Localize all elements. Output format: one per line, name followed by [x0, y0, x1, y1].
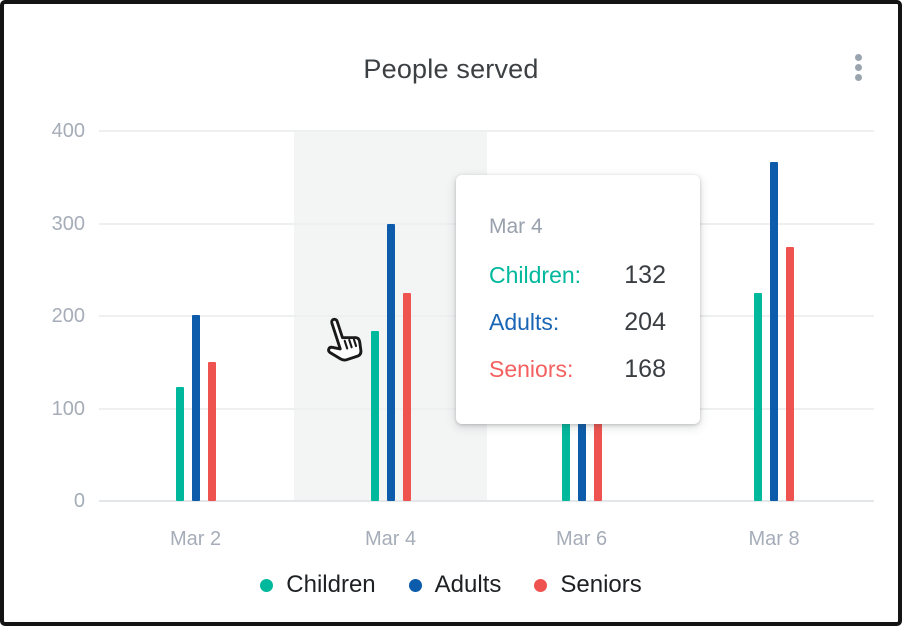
y-axis-label-100: 100: [51, 397, 85, 420]
bar-adults-mar-6[interactable]: [577, 362, 586, 501]
tooltip-rows: Children: 132 Adults: 204 Seniors: 168: [489, 255, 666, 389]
tooltip-row-label: Adults:: [489, 308, 560, 335]
bar-adults-mar-8[interactable]: [770, 161, 778, 501]
x-axis-label-mar-2: Mar 2: [169, 528, 222, 550]
legend-item-children[interactable]: Children: [260, 571, 376, 599]
bar-adults-mar-2[interactable]: [191, 315, 200, 501]
bar-seniors-mar-2[interactable]: [207, 362, 216, 501]
tooltip-row-label: Children:: [489, 261, 582, 288]
kebab-menu-icon: [854, 53, 862, 61]
tooltip-row-1: Adults: 204: [489, 302, 666, 342]
kebab-menu-button[interactable]: [844, 46, 872, 88]
plot-area: Mar 8 Mar 6 Mar 4 Mar 2 400 300 200 100 0 Mar 4 …: [4, 4, 898, 622]
legend-label: Seniors: [560, 571, 642, 598]
x-axis-label-mar-6: Mar 6: [555, 528, 608, 550]
x-axis-label-mar-4: Mar 4: [364, 528, 417, 550]
tooltip-row-2: Seniors: 168: [489, 349, 666, 389]
bar-children-mar-4[interactable]: [370, 330, 379, 501]
legend-dot-seniors: [534, 578, 548, 592]
bar-children-mar-8[interactable]: [754, 292, 762, 501]
tooltip-row-value: 204: [624, 307, 666, 336]
y-axis-label-200: 200: [51, 305, 85, 327]
legend-dot-adults: [408, 578, 422, 592]
bar-seniors-mar-6[interactable]: [593, 362, 602, 501]
chart-tooltip: Mar 4 Children: 132 Adults: 204 Seniors:…: [456, 175, 700, 424]
y-axis-label-300: 300: [51, 212, 85, 235]
y-axis-label-400: 400: [51, 120, 85, 142]
tooltip-row-0: Children: 132: [489, 255, 666, 295]
tooltip-row-label: Seniors:: [489, 355, 574, 382]
bar-children-mar-2[interactable]: [175, 387, 184, 501]
legend-item-seniors[interactable]: Seniors: [534, 571, 642, 599]
bar-children-mar-6[interactable]: [561, 362, 570, 501]
legend-dot-children: [260, 578, 274, 592]
tooltip-row-value: 132: [624, 260, 666, 289]
tooltip-row-value: 168: [624, 354, 666, 383]
kebab-menu-icon: [854, 63, 862, 71]
legend-label: Children: [286, 571, 376, 598]
bar-seniors-mar-4[interactable]: [402, 292, 411, 501]
legend: Children Adults Seniors: [4, 564, 898, 606]
x-axis-label-mar-8: Mar 8: [748, 528, 800, 550]
tooltip-header: Mar 4: [489, 215, 543, 238]
gridline-400: [99, 130, 874, 132]
y-axis-label-0: 0: [73, 490, 85, 512]
legend-item-adults[interactable]: Adults: [408, 571, 502, 599]
chart-title: People served: [363, 54, 539, 84]
bar-seniors-mar-8[interactable]: [786, 246, 794, 501]
gridline-0: [99, 500, 874, 502]
legend-label: Adults: [434, 571, 502, 598]
kebab-menu-icon: [854, 73, 862, 81]
bar-adults-mar-4[interactable]: [386, 223, 395, 501]
